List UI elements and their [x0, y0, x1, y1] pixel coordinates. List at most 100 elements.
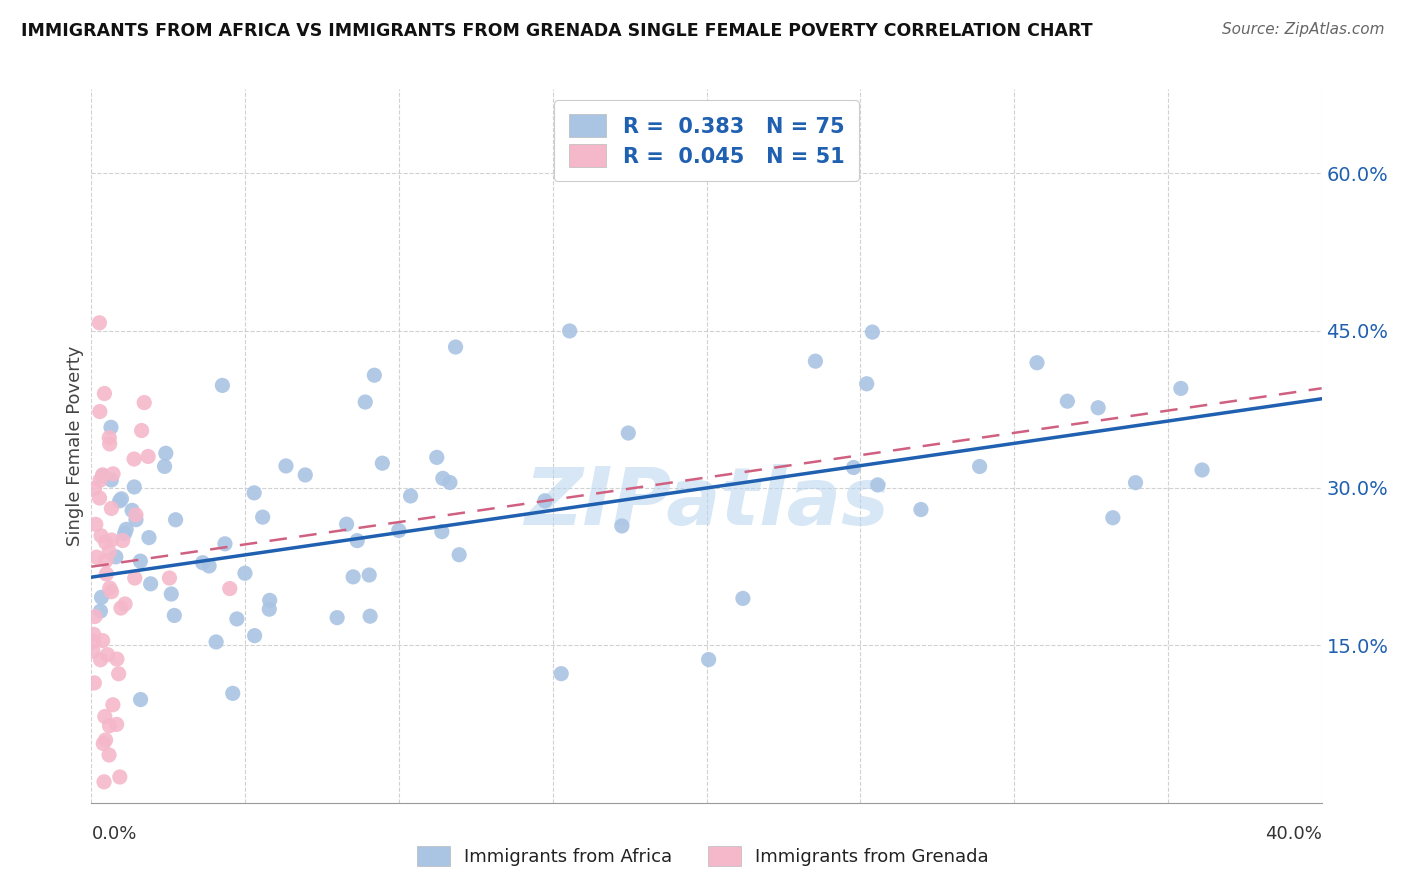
- Point: [610, 519, 633, 533]
- Point: [124, 571, 146, 585]
- Point: [125, 508, 148, 522]
- Point: [98, 747, 121, 762]
- Point: [107, 666, 129, 681]
- Point: [449, 548, 471, 562]
- Point: [259, 602, 281, 616]
- Point: [371, 456, 394, 470]
- Point: [860, 325, 883, 339]
- Point: [93, 386, 115, 401]
- Point: [98, 437, 121, 451]
- Point: [534, 493, 557, 508]
- Point: [359, 609, 381, 624]
- Y-axis label: Single Female Poverty: Single Female Poverty: [66, 346, 84, 546]
- Point: [294, 467, 316, 482]
- Point: [90, 591, 112, 605]
- Point: [125, 513, 148, 527]
- Point: [121, 503, 143, 517]
- Point: [96, 566, 118, 581]
- Point: [191, 556, 214, 570]
- Point: [617, 425, 640, 440]
- Point: [731, 591, 754, 606]
- Point: [83, 676, 105, 690]
- Point: [139, 576, 162, 591]
- Point: [110, 601, 132, 615]
- Point: [94, 709, 117, 723]
- Point: [83, 609, 105, 624]
- Point: [105, 652, 128, 666]
- Point: [855, 376, 877, 391]
- Point: [91, 737, 114, 751]
- Point: [89, 491, 111, 505]
- Point: [218, 582, 240, 596]
- Point: [211, 378, 233, 392]
- Point: [94, 553, 117, 567]
- Point: [359, 568, 381, 582]
- Point: [82, 644, 104, 658]
- Point: [426, 450, 449, 465]
- Point: [89, 316, 111, 330]
- Point: [98, 719, 121, 733]
- Point: [354, 395, 377, 409]
- Point: [114, 597, 136, 611]
- Point: [558, 324, 581, 338]
- Point: [115, 522, 138, 536]
- Point: [1191, 463, 1213, 477]
- Point: [439, 475, 461, 490]
- Legend: Immigrants from Africa, Immigrants from Grenada: Immigrants from Africa, Immigrants from …: [411, 838, 995, 873]
- Point: [134, 395, 156, 409]
- Point: [430, 524, 453, 539]
- Point: [91, 633, 114, 648]
- Point: [233, 566, 256, 581]
- Point: [153, 459, 176, 474]
- Point: [124, 480, 146, 494]
- Point: [243, 629, 266, 643]
- Point: [1170, 381, 1192, 395]
- Point: [252, 510, 274, 524]
- Point: [697, 652, 720, 666]
- Point: [93, 774, 115, 789]
- Text: 0.0%: 0.0%: [91, 825, 136, 843]
- Point: [222, 686, 245, 700]
- Point: [131, 424, 153, 438]
- Point: [363, 368, 385, 383]
- Point: [274, 458, 297, 473]
- Point: [326, 610, 349, 624]
- Point: [98, 581, 121, 595]
- Point: [84, 517, 107, 532]
- Text: ZIPatlas: ZIPatlas: [524, 464, 889, 542]
- Point: [804, 354, 827, 368]
- Point: [114, 526, 136, 541]
- Point: [94, 733, 117, 747]
- Point: [129, 554, 152, 568]
- Point: [842, 460, 865, 475]
- Point: [108, 494, 131, 508]
- Point: [399, 489, 422, 503]
- Point: [243, 486, 266, 500]
- Point: [259, 593, 281, 607]
- Point: [159, 571, 181, 585]
- Point: [432, 471, 454, 485]
- Point: [1125, 475, 1147, 490]
- Point: [163, 608, 186, 623]
- Point: [101, 698, 124, 712]
- Point: [1087, 401, 1109, 415]
- Point: [86, 550, 108, 565]
- Point: [205, 635, 228, 649]
- Point: [100, 584, 122, 599]
- Point: [214, 537, 236, 551]
- Text: Source: ZipAtlas.com: Source: ZipAtlas.com: [1222, 22, 1385, 37]
- Text: IMMIGRANTS FROM AFRICA VS IMMIGRANTS FROM GRENADA SINGLE FEMALE POVERTY CORRELAT: IMMIGRANTS FROM AFRICA VS IMMIGRANTS FRO…: [21, 22, 1092, 40]
- Point: [89, 404, 111, 418]
- Text: 40.0%: 40.0%: [1265, 825, 1322, 843]
- Point: [198, 558, 221, 573]
- Point: [342, 570, 364, 584]
- Point: [91, 467, 114, 482]
- Point: [100, 420, 122, 434]
- Point: [1026, 356, 1049, 370]
- Point: [89, 604, 111, 618]
- Point: [94, 535, 117, 549]
- Point: [1101, 510, 1123, 524]
- Point: [82, 634, 104, 648]
- Point: [90, 529, 112, 543]
- Point: [122, 452, 145, 467]
